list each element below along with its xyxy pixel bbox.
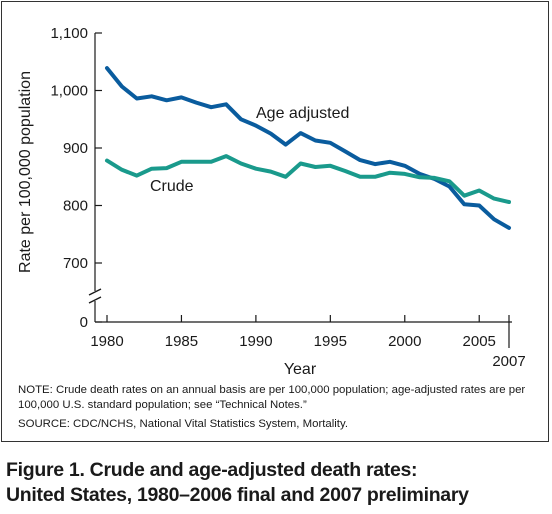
series-label-crude: Crude — [150, 178, 194, 195]
chart-axes — [88, 33, 512, 323]
axis-break-mark-lower — [88, 296, 102, 304]
x-tick-label: 2005 — [463, 333, 496, 350]
y-tick-label: 800 — [63, 198, 88, 215]
x-tick-label: 1995 — [314, 333, 347, 350]
y-tick-label: 1,100 — [50, 25, 88, 42]
source-text: SOURCE: CDC/NCHS, National Vital Statist… — [18, 418, 348, 430]
x-tick-label: 2000 — [388, 333, 421, 350]
y-axis-title: Rate per 100,000 population — [17, 71, 34, 273]
x-tick-label: 1990 — [239, 333, 272, 350]
x-axis-title: Year — [284, 361, 317, 378]
series-label-age-adjusted: Age adjusted — [256, 105, 349, 122]
chart-notes: NOTE: Crude death rates on an annual bas… — [18, 383, 538, 436]
x-tick-label: 2007 — [492, 353, 525, 370]
y-tick-label: 0 — [80, 314, 88, 331]
y-tick-label: 1,000 — [50, 83, 88, 100]
series-line-crude — [105, 154, 511, 204]
x-tick-label: 1980 — [90, 333, 123, 350]
caption-line-2: United States, 1980–2006 final and 2007 … — [6, 484, 469, 506]
note-text: NOTE: Crude death rates on an annual bas… — [18, 384, 526, 411]
figure-frame — [1, 1, 549, 442]
series-lines — [105, 66, 511, 230]
y-tick-label: 900 — [63, 140, 88, 157]
series-line-age-adjusted — [105, 66, 511, 230]
axis-break-mark-upper — [88, 288, 102, 296]
death-rate-line-chart: 0 700 800 900 1,000 1,100 1980 1985 1990 1995 200… — [17, 25, 526, 378]
x-axis-ticks: 1980 1985 1990 1995 2000 2005 2007 — [90, 315, 526, 370]
y-tick-label: 700 — [63, 255, 88, 272]
caption-line-1: Figure 1. Crude and age-adjusted death r… — [6, 459, 418, 481]
y-axis-ticks: 0 700 800 900 1,000 1,100 — [50, 25, 102, 331]
x-tick-label: 1985 — [165, 333, 198, 350]
figure-caption: Figure 1. Crude and age-adjusted death r… — [6, 458, 546, 508]
